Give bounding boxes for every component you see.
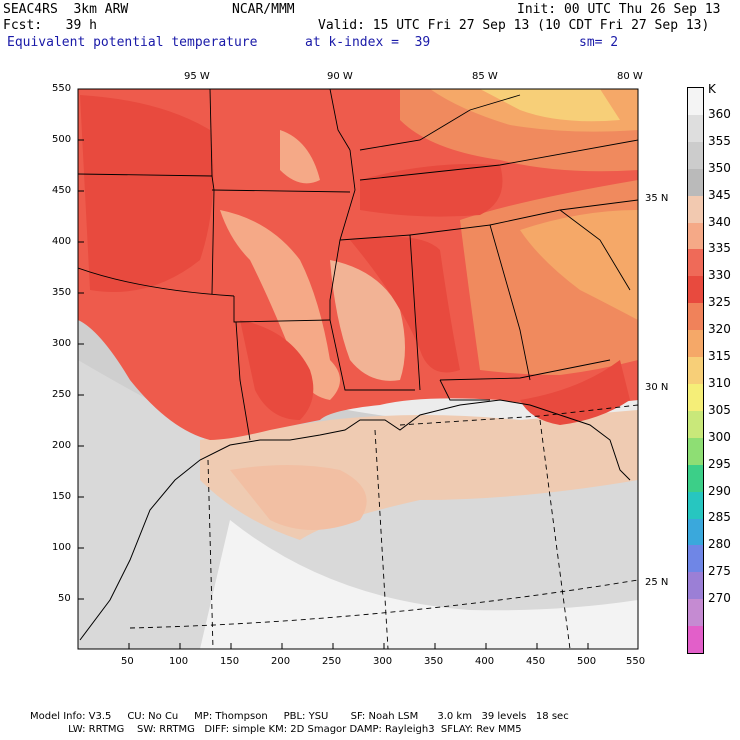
latitude-label: 30 N bbox=[645, 382, 669, 393]
forecast-hour: Fcst: 39 h bbox=[3, 18, 97, 33]
colorbar-level-label: 355 bbox=[708, 133, 731, 148]
colorbar-level-label: 340 bbox=[708, 214, 731, 229]
x-tick-label: 500 bbox=[577, 656, 597, 667]
y-tick-label: 250 bbox=[52, 389, 72, 400]
colorbar-swatch bbox=[688, 383, 703, 411]
colorbar-level-label: 320 bbox=[708, 322, 731, 337]
y-tick-label: 500 bbox=[52, 134, 72, 145]
colorbar-swatch bbox=[688, 599, 703, 627]
longitude-label: 95 W bbox=[184, 71, 210, 82]
colorbar-swatch bbox=[688, 572, 703, 600]
colorbar-swatch bbox=[688, 276, 703, 304]
colorbar-level-label: 275 bbox=[708, 564, 731, 579]
model-info-line-2: LW: RRTMG SW: RRTMG DIFF: simple KM: 2D … bbox=[30, 724, 522, 735]
model-title: SEAC4RS 3km ARW bbox=[3, 2, 129, 17]
smoothing-label: sm= 2 bbox=[579, 35, 619, 50]
colorbar-level-label: 305 bbox=[708, 402, 731, 417]
y-tick-label: 300 bbox=[52, 338, 72, 349]
longitude-label: 80 W bbox=[617, 71, 643, 82]
colorbar-level-label: 290 bbox=[708, 483, 731, 498]
x-tick-label: 200 bbox=[271, 656, 291, 667]
colorbar-level-label: 350 bbox=[708, 160, 731, 175]
colorbar-swatch bbox=[688, 222, 703, 250]
colorbar-swatch bbox=[688, 114, 703, 142]
gulf-coastline bbox=[79, 399, 631, 641]
model-info-line-1: Model Info: V3.5 CU: No Cu MP: Thompson … bbox=[30, 711, 569, 722]
latitude-label: 25 N bbox=[645, 577, 669, 588]
valid-time: Valid: 15 UTC Fri 27 Sep 13 (10 CDT Fri … bbox=[318, 18, 710, 33]
colorbar-swatch bbox=[688, 195, 703, 223]
colorbar-swatch bbox=[688, 464, 703, 492]
y-tick-label: 50 bbox=[58, 593, 71, 604]
colorbar-swatch bbox=[688, 518, 703, 546]
x-tick-marks bbox=[128, 643, 639, 649]
colorbar-level-label: 310 bbox=[708, 375, 731, 390]
colorbar-swatch bbox=[688, 437, 703, 465]
init-time: Init: 00 UTC Thu 26 Sep 13 bbox=[517, 2, 721, 17]
colorbar bbox=[687, 87, 704, 654]
colorbar-level-label: 330 bbox=[708, 268, 731, 283]
colorbar-swatch bbox=[688, 88, 703, 115]
colorbar-swatch bbox=[688, 168, 703, 196]
colorbar-level-label: 270 bbox=[708, 591, 731, 606]
field-name: Equivalent potential temperature bbox=[7, 35, 258, 50]
x-tick-label: 100 bbox=[169, 656, 189, 667]
x-tick-label: 400 bbox=[475, 656, 495, 667]
colorbar-swatch bbox=[688, 330, 703, 358]
colorbar-level-label: 285 bbox=[708, 510, 731, 525]
state-boundaries bbox=[78, 89, 638, 441]
colorbar-swatch bbox=[688, 249, 703, 277]
x-tick-label: 50 bbox=[121, 656, 134, 667]
colorbar-level-label: 300 bbox=[708, 429, 731, 444]
x-tick-label: 250 bbox=[322, 656, 342, 667]
colorbar-unit: K bbox=[708, 82, 716, 96]
y-tick-marks bbox=[78, 88, 84, 600]
colorbar-level-label: 360 bbox=[708, 106, 731, 121]
theta-e-field bbox=[78, 89, 638, 649]
colorbar-level-label: 325 bbox=[708, 295, 731, 310]
colorbar-swatch bbox=[688, 357, 703, 384]
y-tick-label: 200 bbox=[52, 440, 72, 451]
colorbar-level-label: 280 bbox=[708, 537, 731, 552]
y-tick-label: 100 bbox=[52, 542, 72, 553]
longitude-label: 90 W bbox=[327, 71, 353, 82]
colorbar-swatch bbox=[688, 410, 703, 438]
x-tick-label: 150 bbox=[220, 656, 240, 667]
x-tick-label: 550 bbox=[626, 656, 646, 667]
y-tick-label: 400 bbox=[52, 236, 72, 247]
longitude-label: 85 W bbox=[472, 71, 498, 82]
colorbar-level-label: 335 bbox=[708, 241, 731, 256]
colorbar-level-label: 295 bbox=[708, 456, 731, 471]
x-tick-label: 350 bbox=[424, 656, 444, 667]
latitude-label: 35 N bbox=[645, 193, 669, 204]
colorbar-swatch bbox=[688, 141, 703, 169]
y-tick-label: 350 bbox=[52, 287, 72, 298]
y-tick-label: 150 bbox=[52, 491, 72, 502]
colorbar-swatch bbox=[688, 491, 703, 519]
level-label: at k-index = 39 bbox=[305, 35, 431, 50]
colorbar-swatch bbox=[688, 545, 703, 573]
colorbar-level-label: 345 bbox=[708, 187, 731, 202]
y-tick-label: 450 bbox=[52, 185, 72, 196]
x-tick-label: 450 bbox=[526, 656, 546, 667]
organization-label: NCAR/MMM bbox=[232, 2, 295, 17]
colorbar-swatch bbox=[688, 303, 703, 331]
colorbar-level-label: 315 bbox=[708, 349, 731, 364]
graticule bbox=[129, 404, 638, 649]
y-tick-label: 550 bbox=[52, 83, 72, 94]
colorbar-swatch bbox=[688, 626, 703, 654]
map-frame bbox=[77, 88, 639, 650]
x-tick-label: 300 bbox=[373, 656, 393, 667]
